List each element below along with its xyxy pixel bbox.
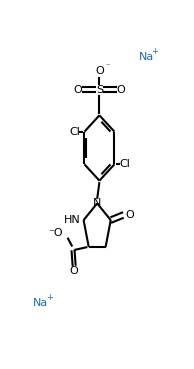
Text: ⁻O: ⁻O <box>48 228 63 238</box>
Text: +: + <box>46 293 53 302</box>
Text: ⁻: ⁻ <box>106 62 110 70</box>
Text: Cl: Cl <box>69 127 80 137</box>
Text: HN: HN <box>64 215 81 225</box>
Text: O: O <box>70 266 79 276</box>
Text: S: S <box>96 85 103 95</box>
Text: Cl: Cl <box>119 159 130 169</box>
Text: O: O <box>126 210 134 220</box>
Text: +: + <box>151 48 158 56</box>
Text: O: O <box>117 85 126 95</box>
Text: N: N <box>93 199 101 208</box>
Text: Na: Na <box>33 298 48 308</box>
Text: Na: Na <box>139 52 154 62</box>
Text: O: O <box>95 66 104 76</box>
Text: O: O <box>73 85 82 95</box>
